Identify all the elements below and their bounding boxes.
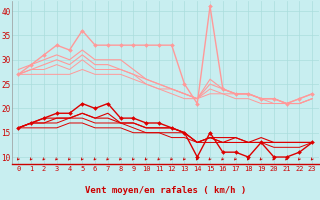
X-axis label: Vent moyen/en rafales ( km/h ): Vent moyen/en rafales ( km/h ) [85, 186, 246, 195]
